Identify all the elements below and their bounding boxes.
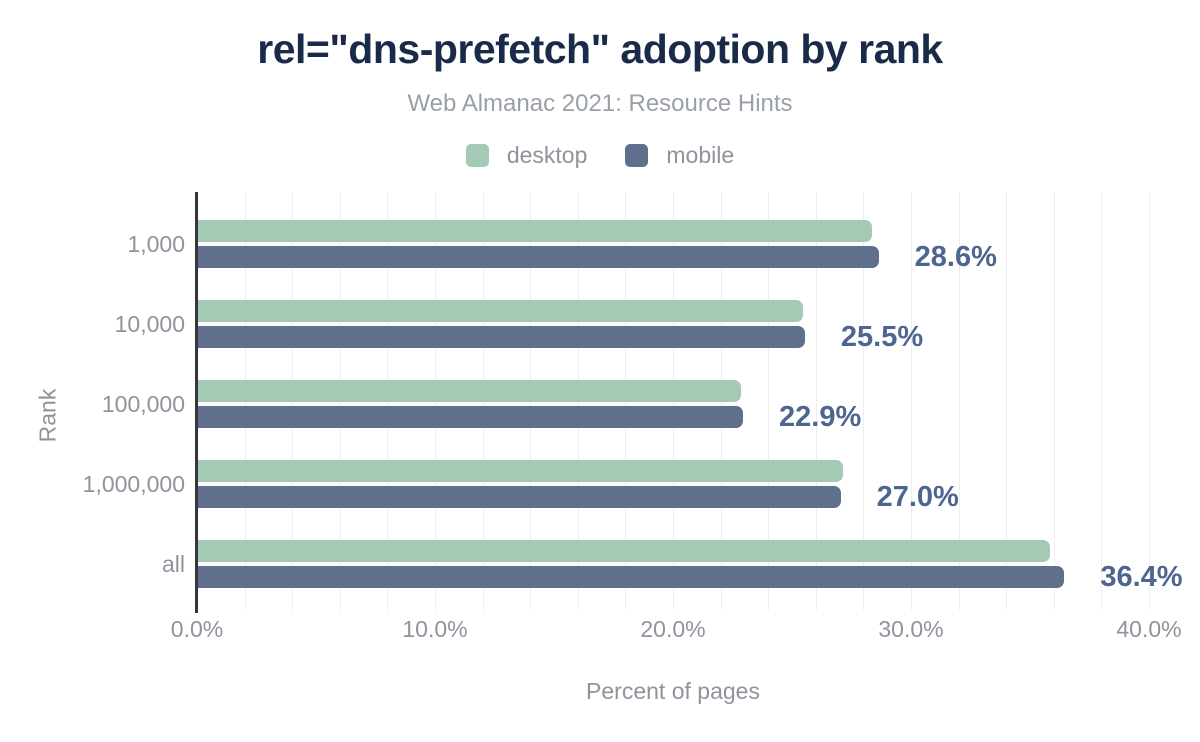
bar-mobile[interactable] — [198, 406, 744, 428]
value-label: 28.6% — [914, 241, 997, 273]
value-label: 36.4% — [1100, 561, 1183, 593]
x-tick-label: 30.0% — [878, 616, 944, 642]
category-label: 1,000 — [127, 231, 185, 257]
value-label: 22.9% — [779, 401, 862, 433]
mobile-swatch-icon — [625, 144, 649, 167]
bar-mobile[interactable] — [198, 486, 841, 508]
desktop-swatch-icon — [465, 144, 489, 167]
bar-desktop[interactable] — [198, 540, 1051, 562]
bar-desktop[interactable] — [198, 380, 741, 402]
category-label: 10,000 — [114, 311, 185, 337]
gridline — [1149, 192, 1150, 610]
legend: desktop mobile — [0, 142, 1200, 169]
gridline — [768, 192, 770, 610]
gridline — [1053, 192, 1055, 610]
chart-subtitle: Web Almanac 2021: Resource Hints — [407, 90, 793, 117]
gridline — [1101, 192, 1103, 610]
legend-label-mobile: mobile — [666, 142, 735, 168]
legend-item-mobile[interactable]: mobile — [625, 142, 734, 169]
bar-desktop[interactable] — [198, 220, 872, 242]
x-axis-title: Percent of pages — [586, 678, 760, 704]
gridline — [863, 192, 865, 610]
category-label: all — [161, 551, 185, 577]
legend-item-desktop[interactable]: desktop — [465, 142, 588, 169]
category-label: 100,000 — [101, 391, 185, 417]
value-label: 25.5% — [840, 321, 924, 353]
x-tick-label: 0.0% — [170, 616, 224, 642]
gridline — [815, 192, 817, 610]
y-axis-line — [195, 192, 198, 613]
bar-desktop[interactable] — [198, 460, 843, 482]
legend-label-desktop: desktop — [506, 142, 588, 168]
value-label: 27.0% — [876, 481, 959, 513]
chart-title: rel="dns-prefetch" adoption by rank — [257, 26, 943, 72]
gridline — [958, 192, 960, 610]
bar-mobile[interactable] — [198, 326, 805, 348]
x-tick-label: 20.0% — [640, 616, 706, 642]
x-tick-label: 40.0% — [1116, 616, 1182, 642]
gridline — [911, 192, 912, 610]
bar-desktop[interactable] — [198, 300, 803, 322]
x-tick-label: 10.0% — [402, 616, 468, 642]
bar-mobile[interactable] — [198, 246, 879, 268]
bar-mobile[interactable] — [198, 566, 1065, 588]
category-label: 1,000,000 — [82, 471, 185, 497]
gridline — [1006, 192, 1008, 610]
